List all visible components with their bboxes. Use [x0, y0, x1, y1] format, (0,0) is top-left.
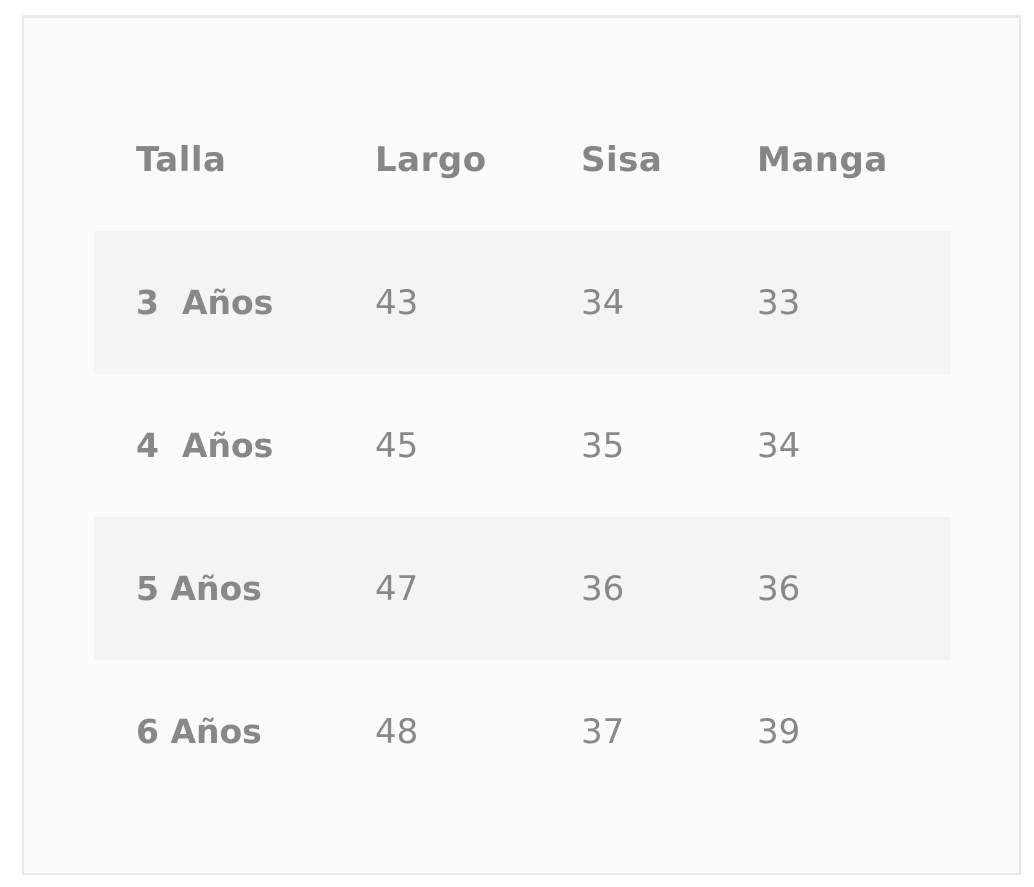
- table-header-row: Talla Largo Sisa Manga: [94, 88, 951, 231]
- cell-manga: 33: [757, 231, 951, 374]
- cell-manga: 39: [757, 711, 801, 752]
- cell-sisa: 35: [581, 425, 625, 466]
- table-row: 5 Años 47 36 36: [94, 517, 951, 660]
- table-row: 4 Años 45 35 34: [94, 374, 951, 517]
- header-talla: Talla: [136, 139, 227, 180]
- cell-largo: 48: [375, 711, 419, 752]
- cell-manga: 34: [757, 425, 801, 466]
- cell-talla: 6 Años: [136, 712, 262, 751]
- cell-talla: 3 Años: [94, 231, 375, 374]
- size-chart-table: Talla Largo Sisa Manga 3 Años 43 34 33 4…: [94, 88, 951, 803]
- cell-largo: 47: [375, 517, 581, 660]
- header-manga: Manga: [757, 139, 888, 180]
- table-row: 6 Años 48 37 39: [94, 660, 951, 803]
- cell-sisa: 36: [581, 517, 757, 660]
- header-largo: Largo: [375, 139, 487, 180]
- cell-manga: 36: [757, 517, 951, 660]
- header-sisa: Sisa: [581, 139, 663, 180]
- cell-largo: 43: [375, 231, 581, 374]
- cell-talla: 5 Años: [94, 517, 375, 660]
- cell-talla: 4 Años: [136, 426, 274, 465]
- cell-sisa: 34: [581, 231, 757, 374]
- cell-sisa: 37: [581, 711, 625, 752]
- cell-largo: 45: [375, 425, 419, 466]
- table-row: 3 Años 43 34 33: [94, 231, 951, 374]
- size-chart-container: Talla Largo Sisa Manga 3 Años 43 34 33 4…: [22, 15, 1021, 875]
